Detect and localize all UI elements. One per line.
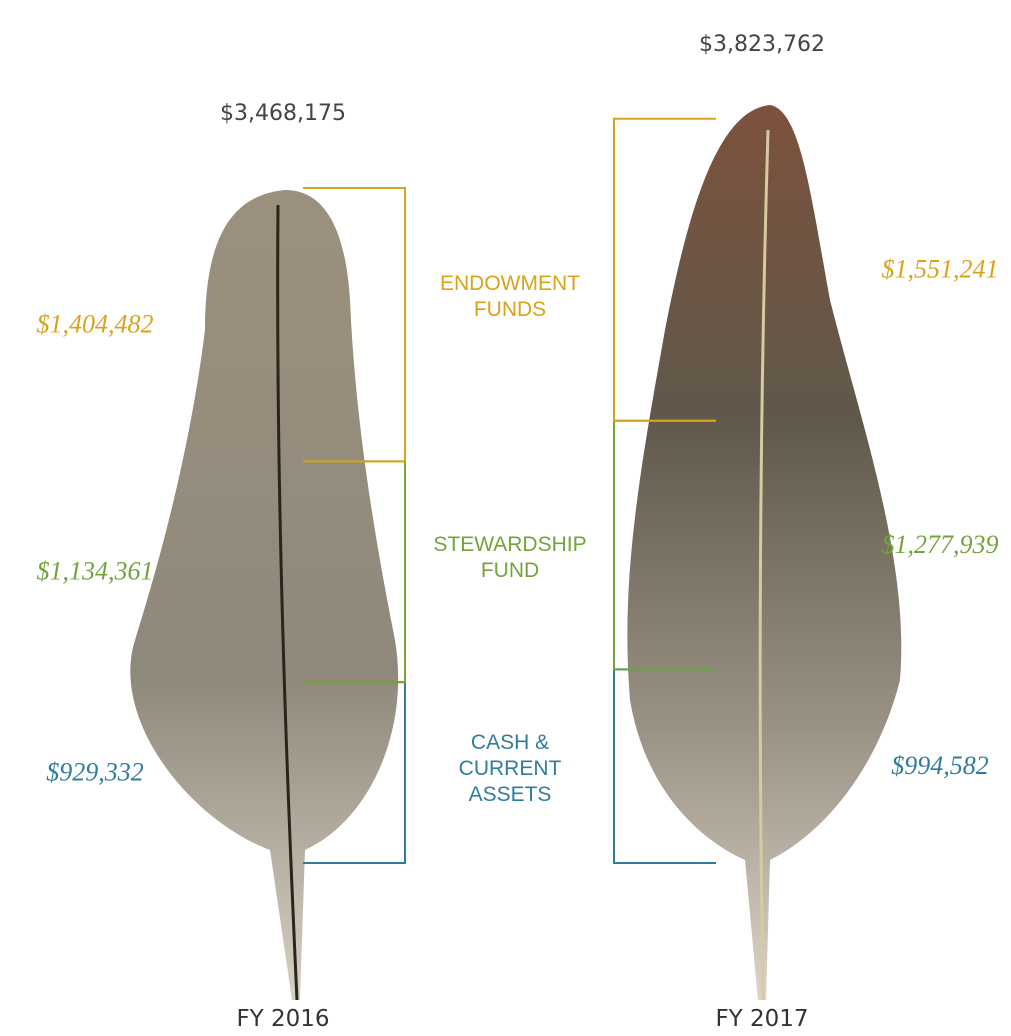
- category-label: FY 2017: [715, 1006, 808, 1032]
- value-label: $994,582: [891, 751, 989, 780]
- category-label: FY 2016: [236, 1006, 329, 1032]
- legend-entry: STEWARDSHIP FUND: [425, 532, 595, 584]
- legend-entry: CASH & CURRENT ASSETS: [425, 730, 595, 808]
- feather-fy2017: [627, 105, 901, 1000]
- legend-entry: ENDOWMENT FUNDS: [425, 271, 595, 323]
- value-label: $1,134,361: [37, 557, 154, 586]
- value-label: $1,404,482: [37, 310, 154, 339]
- chart: $929,332 $1,134,361 $1,404,482 $3,468,175 FY…: [0, 0, 1011, 1036]
- value-label: $1,551,241: [882, 255, 999, 284]
- infographic: $929,332 $1,134,361 $1,404,482 $3,468,175 FY…: [0, 0, 1011, 1036]
- feather-fy2016: [130, 190, 398, 1000]
- value-label: $1,277,939: [882, 530, 999, 559]
- total-label: $3,468,175: [220, 101, 346, 126]
- total-label: $3,823,762: [699, 32, 825, 57]
- value-label: $929,332: [46, 758, 144, 787]
